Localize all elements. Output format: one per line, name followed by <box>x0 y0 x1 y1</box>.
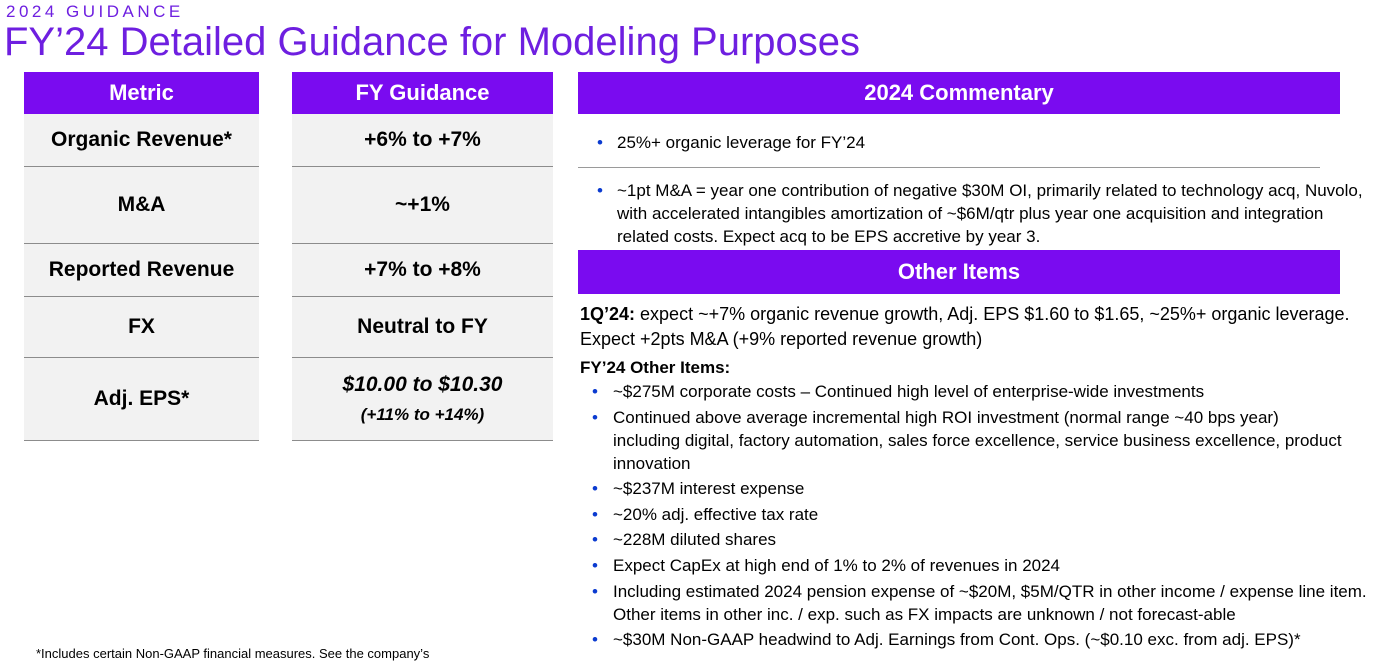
metric-label: M&A <box>117 193 166 216</box>
bullet-icon: • <box>592 382 598 401</box>
commentary-header: 2024 Commentary <box>578 72 1340 114</box>
list-item-text: ~$237M interest expense <box>613 479 805 499</box>
divider <box>578 167 1320 168</box>
metric-cell: M&A <box>24 167 259 244</box>
list-item: • ~$237M interest expense <box>592 477 1382 500</box>
metric-label: Organic Revenue* <box>51 128 232 151</box>
fy-other-items-label: FY’24 Other Items: <box>580 358 731 377</box>
list-item-text: ~20% adj. effective tax rate <box>613 504 819 524</box>
bullet-icon: • <box>597 133 603 152</box>
bullet-icon: • <box>592 530 598 550</box>
list-item-text: Including estimated 2024 pension expense… <box>613 581 1367 624</box>
q1-label: 1Q’24: <box>580 304 636 324</box>
metric-cell: Organic Revenue* <box>24 114 259 167</box>
guidance-column-header: FY Guidance <box>292 72 553 114</box>
guidance-subvalue: (+11% to +14%) <box>360 405 485 424</box>
commentary-text: 25%+ organic leverage for FY’24 <box>617 133 866 152</box>
bullet-icon: • <box>592 555 598 575</box>
guidance-value: Neutral to FY <box>357 315 488 338</box>
other-items-header: Other Items <box>578 250 1340 294</box>
metric-column: Organic Revenue* M&A Reported Revenue FX… <box>24 114 259 441</box>
metric-column-header: Metric <box>24 72 259 114</box>
commentary-bullet: • ~1pt M&A = year one contribution of ne… <box>597 179 1377 249</box>
list-item-text: ~$30M Non-GAAP headwind to Adj. Earnings… <box>613 630 1301 650</box>
section-eyebrow: 2024 GUIDANCE <box>6 2 184 21</box>
other-items-list: • ~$275M corporate costs – Continued high… <box>592 380 1382 654</box>
bullet-icon: • <box>592 407 598 427</box>
guidance-value: ~+1% <box>395 193 450 216</box>
metric-cell: Adj. EPS* <box>24 358 259 441</box>
guidance-value: +7% to +8% <box>364 258 481 281</box>
page-title: FY’24 Detailed Guidance for Modeling Pur… <box>4 20 861 64</box>
list-item: • Continued above average incremental hig… <box>592 406 1382 475</box>
list-item: • ~$275M corporate costs – Continued high… <box>592 380 1382 403</box>
list-item: • Including estimated 2024 pension expens… <box>592 580 1382 626</box>
bullet-icon: • <box>592 479 598 499</box>
guidance-value: $10.00 to $10.30 <box>342 373 503 396</box>
list-item: • ~228M diluted shares <box>592 528 1382 551</box>
guidance-cell: +6% to +7% <box>292 114 553 167</box>
q1-text: expect ~+7% organic revenue growth, Adj.… <box>580 304 1350 349</box>
list-item-text: Continued above average incremental high… <box>613 407 1342 473</box>
guidance-cell: ~+1% <box>292 167 553 244</box>
metric-cell: Reported Revenue <box>24 244 259 297</box>
list-item-text: ~228M diluted shares <box>613 530 777 550</box>
guidance-cell: $10.00 to $10.30 (+11% to +14%) <box>292 358 553 441</box>
commentary-bullet: • 25%+ organic leverage for FY’24 <box>597 131 1367 155</box>
guidance-cell: Neutral to FY <box>292 297 553 358</box>
list-item: • ~20% adj. effective tax rate <box>592 503 1382 526</box>
q1-guidance: 1Q’24: expect ~+7% organic revenue growt… <box>580 302 1350 352</box>
list-item: • ~$30M Non-GAAP headwind to Adj. Earning… <box>592 628 1382 651</box>
metric-label: FX <box>128 315 155 338</box>
bullet-icon: • <box>592 581 598 601</box>
bullet-icon: • <box>592 504 598 524</box>
guidance-cell: +7% to +8% <box>292 244 553 297</box>
list-item-text: ~$275M corporate costs – Continued high … <box>613 382 1205 401</box>
bullet-icon: • <box>592 630 598 650</box>
list-item-text: Expect CapEx at high end of 1% to 2% of … <box>613 555 1061 575</box>
metric-label: Reported Revenue <box>48 258 235 281</box>
metric-label: Adj. EPS* <box>93 387 190 410</box>
footnote: *Includes certain Non-GAAP financial mea… <box>36 646 430 661</box>
metric-cell: FX <box>24 297 259 358</box>
commentary-text: ~1pt M&A = year one contribution of nega… <box>617 181 1363 246</box>
guidance-column: +6% to +7% ~+1% +7% to +8% Neutral to FY… <box>292 114 553 441</box>
bullet-icon: • <box>597 181 603 200</box>
list-item: • Expect CapEx at high end of 1% to 2% of… <box>592 554 1382 577</box>
guidance-value: +6% to +7% <box>364 128 481 151</box>
